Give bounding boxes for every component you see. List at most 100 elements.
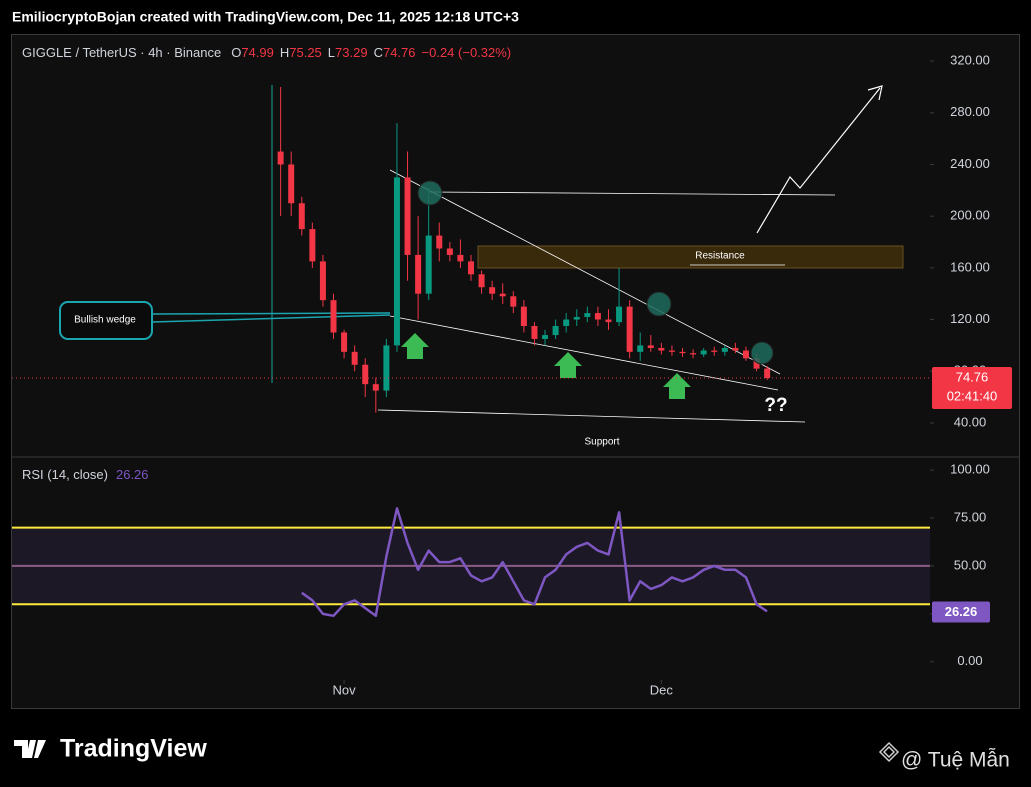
highlight-circle: [417, 180, 443, 206]
resistance-zone: [477, 245, 904, 269]
candle-body: [658, 347, 665, 351]
change: −0.24 (−0.32%): [422, 45, 512, 60]
y-tick-label: 50.00: [954, 557, 987, 572]
ohlc-label: L: [328, 45, 335, 60]
wedge-upper: [389, 169, 781, 375]
last-price-box: [932, 367, 1012, 410]
logo-text: TradingView: [60, 735, 207, 763]
y-tick-label: 40.00: [954, 414, 987, 429]
y-tick-label: 0.00: [957, 653, 982, 668]
annotation: Support: [584, 437, 619, 448]
header-text: EmiliocryptoBojan created with TradingVi…: [12, 9, 519, 25]
credit-icon: [878, 741, 900, 763]
credit-text: @ Tuệ Mẫn: [901, 749, 1010, 772]
highlight-circle: [750, 341, 774, 365]
candle-body: [499, 293, 506, 297]
candle-body: [288, 164, 295, 204]
candle-body: [520, 306, 527, 327]
drawings: [59, 85, 904, 423]
candle-body: [700, 350, 707, 355]
footer: TradingView @ Tuệ Mẫn: [14, 735, 1010, 772]
candle-body: [721, 347, 728, 352]
candle-body: [351, 351, 358, 365]
indicator-value: 26.26: [116, 467, 149, 482]
indicator-title: RSI (14, close): [22, 467, 108, 482]
pane-backgrounds: 40.0080.00120.00160.00200.00240.00280.00…: [12, 53, 990, 697]
candle-body: [383, 345, 390, 391]
logo-mark: [14, 740, 46, 758]
chart-panel: [11, 34, 1020, 709]
candle-body: [531, 326, 538, 339]
projection-arrow: [756, 87, 881, 234]
candle-body: [690, 353, 697, 355]
countdown: 02:41:40: [947, 388, 998, 403]
candle-body: [626, 306, 633, 352]
candle-body: [362, 364, 369, 385]
candle-body: [647, 345, 654, 348]
symbol-title: GIGGLE / TetherUS · 4h · Binance: [22, 45, 221, 60]
candle-body: [393, 177, 400, 346]
ohlc-label: H: [280, 45, 289, 60]
support-line: [377, 409, 806, 423]
y-tick-label: 160.00: [950, 259, 990, 274]
candle-body: [542, 335, 549, 339]
candle-body: [668, 350, 675, 352]
candle-body: [637, 345, 644, 352]
candle-body: [594, 313, 601, 320]
candle-body: [552, 326, 559, 336]
ohlc-value: 75.25: [289, 45, 322, 60]
candle-body: [764, 368, 771, 379]
candle-body: [425, 235, 432, 294]
candle-body: [510, 296, 517, 307]
ohlc-value: 73.29: [335, 45, 368, 60]
candle-body: [341, 332, 348, 352]
ohlc-value: 74.76: [383, 45, 416, 60]
resistance-line: [429, 191, 836, 196]
ohlc-label: C: [374, 45, 383, 60]
candle-body: [457, 254, 464, 262]
candle-body: [277, 151, 284, 165]
rsi-value-label: 26.26: [945, 604, 978, 619]
arrow-head: [867, 85, 883, 101]
candle-body: [605, 319, 612, 323]
candle-body: [584, 313, 591, 317]
candle-body: [732, 347, 739, 351]
candle-body: [330, 300, 337, 333]
candle-body: [298, 203, 305, 230]
wedge-lower: [389, 315, 779, 391]
candle-body: [711, 350, 718, 352]
legend: RSI (14, close) 26.26: [22, 467, 149, 482]
annotation: Resistance: [695, 251, 745, 262]
candle-body: [319, 261, 326, 301]
callout-line: [151, 314, 391, 323]
up-arrow: [663, 373, 691, 399]
x-tick-label: Dec: [650, 682, 674, 697]
rsi-value-box: [932, 601, 990, 623]
x-tick-label: Nov: [333, 682, 357, 697]
up-arrow: [554, 352, 582, 378]
y-tick-label: 240.00: [950, 156, 990, 171]
highlight-circle: [646, 291, 672, 317]
candle-body: [372, 384, 379, 391]
y-tick-label: 200.00: [950, 208, 990, 223]
candle-body: [563, 319, 570, 327]
candle-body: [404, 177, 411, 255]
candle-body: [616, 306, 623, 323]
callout-box: [59, 301, 153, 340]
candle-body: [742, 350, 749, 359]
candle-body: [489, 287, 496, 294]
y-tick-label: 320.00: [950, 53, 990, 68]
callout-line: [151, 312, 391, 315]
annotation: Bullish wedge: [74, 315, 136, 326]
ohlc-value: 74.99: [241, 45, 274, 60]
last-price-label: 74.76: [956, 369, 989, 384]
y-tick-label: 280.00: [950, 104, 990, 119]
candle-body: [436, 235, 443, 249]
y-tick-label: 120.00: [950, 311, 990, 326]
candle-body: [415, 254, 422, 294]
candle-body: [478, 274, 485, 288]
candle-body: [679, 351, 686, 354]
candle-body: [573, 316, 580, 320]
